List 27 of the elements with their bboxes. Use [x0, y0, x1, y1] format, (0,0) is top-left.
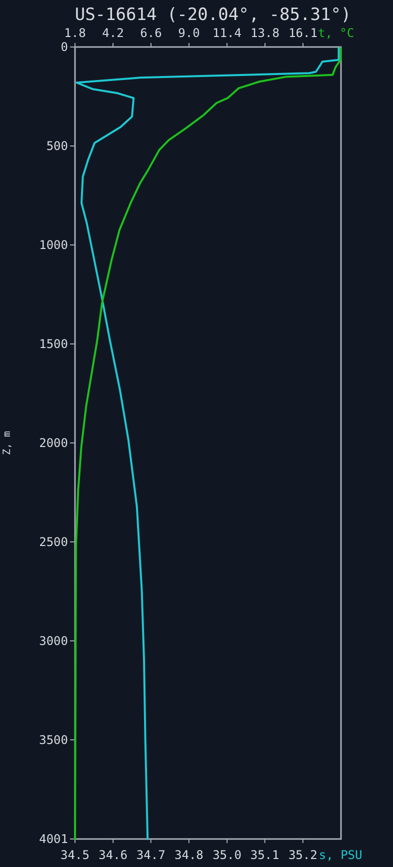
x2-tick-label: 1.8 — [64, 26, 86, 40]
y-tick-label: 1000 — [39, 238, 68, 252]
x2-tick-label: 6.6 — [140, 26, 162, 40]
y-tick-label: 0 — [60, 40, 68, 54]
y-axis-title: Z, m — [2, 430, 13, 456]
y-tick-label: 2500 — [39, 535, 68, 550]
y-tick-label: 3500 — [39, 733, 68, 748]
x-tick-label: 35.2 — [288, 848, 318, 862]
chart-title: US-16614 (-20.04°, -85.31°) — [74, 5, 352, 25]
x2-tick-label: 13.8 — [250, 26, 280, 40]
x-tick-label: 34.6 — [98, 848, 128, 862]
y-tick-label: 4001 — [39, 832, 68, 846]
y-tick-label: 3000 — [39, 634, 68, 648]
x2-tick-label: 4.2 — [102, 26, 124, 40]
x-tick-label: 34.7 — [136, 848, 166, 862]
x2-tick-label: 16.1 — [288, 26, 318, 40]
x-axis-title: s, PSU — [318, 848, 362, 862]
x-tick-label: 35.0 — [212, 848, 242, 862]
y-tick-label: 1500 — [39, 337, 68, 352]
y-tick-label: 500 — [46, 139, 68, 154]
x-tick-label: 34.5 — [60, 848, 90, 862]
x2-axis-title: t, °C — [318, 26, 354, 40]
x2-tick-label: 9.0 — [178, 26, 200, 40]
y-tick-label: 2000 — [39, 436, 68, 450]
x-tick-label: 35.1 — [250, 848, 280, 862]
x-tick-label: 34.8 — [174, 848, 204, 862]
x2-tick-label: 11.4 — [212, 26, 242, 40]
